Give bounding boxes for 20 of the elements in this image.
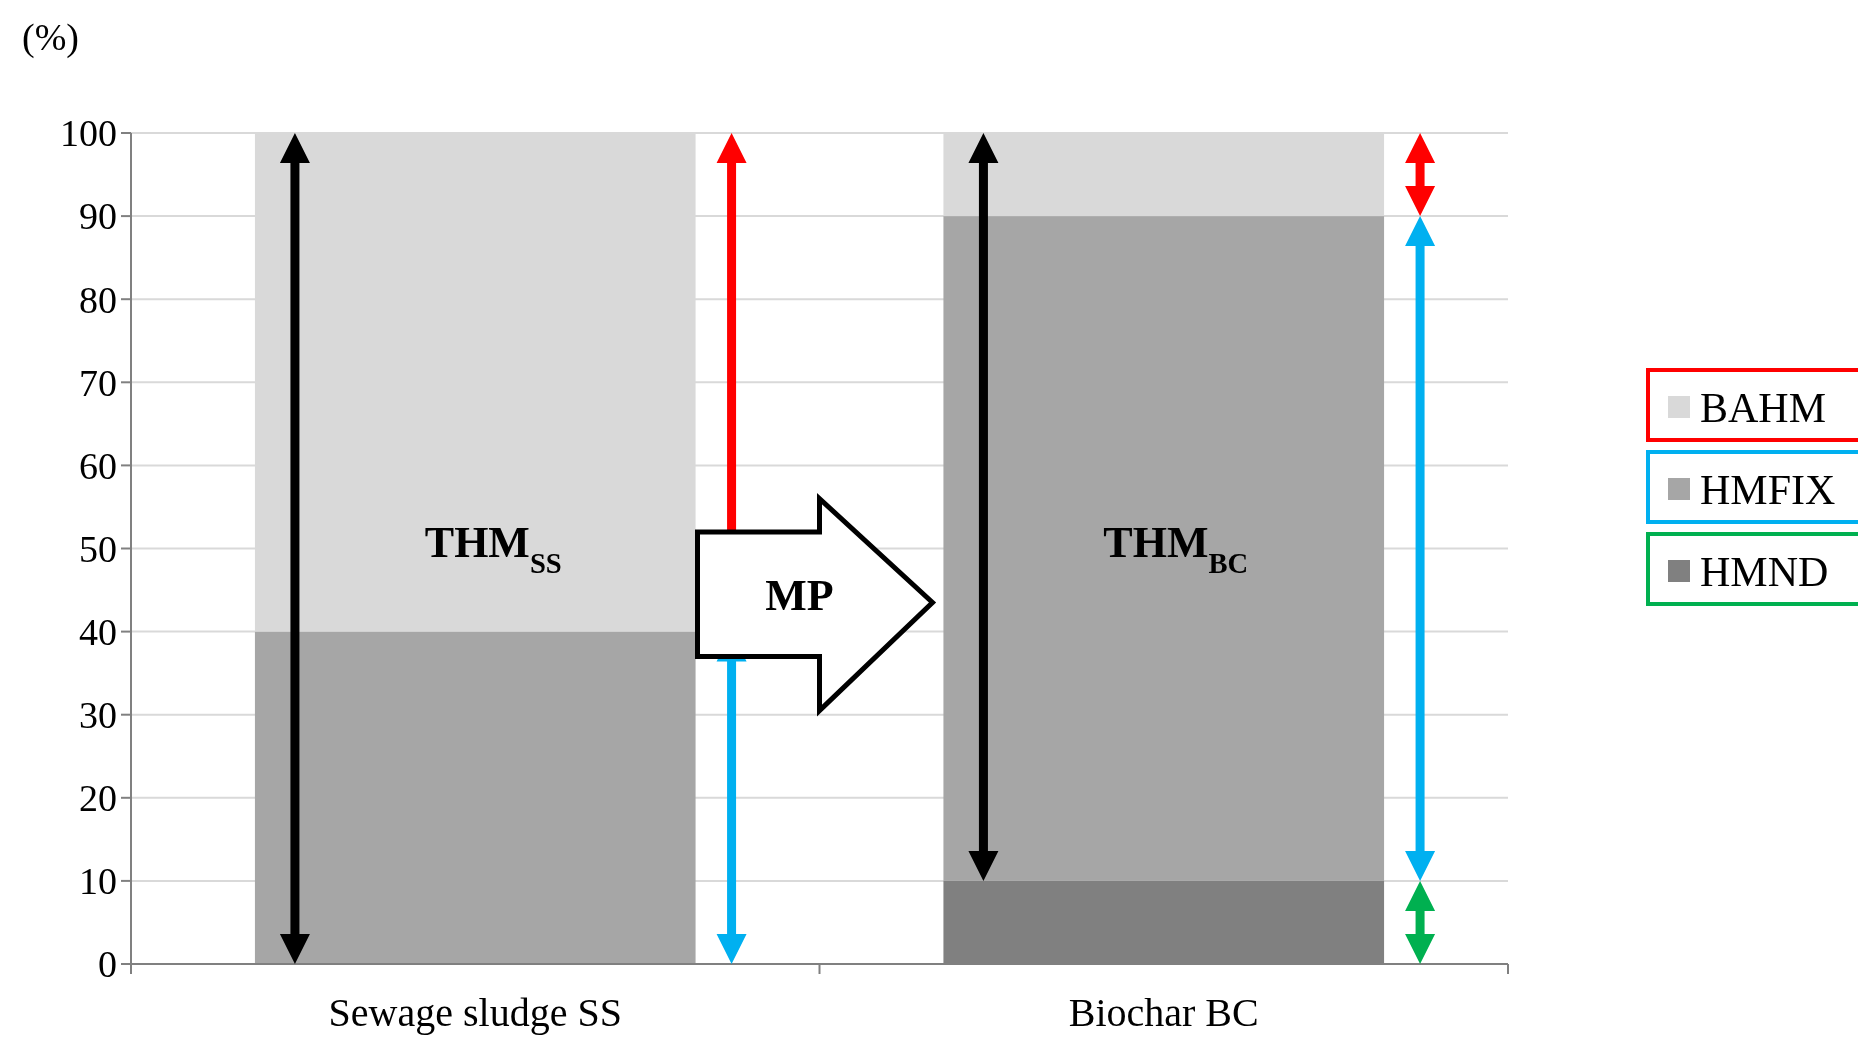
y-tick-label: 60 bbox=[79, 444, 117, 487]
legend-label: BAHM bbox=[1700, 384, 1827, 431]
legend-label: HMND bbox=[1700, 548, 1829, 595]
y-tick-label: 0 bbox=[98, 943, 117, 986]
y-tick-label: 50 bbox=[79, 527, 117, 570]
y-tick-label: 100 bbox=[60, 112, 117, 155]
annotation: MP bbox=[765, 570, 834, 620]
y-tick-label: 30 bbox=[79, 694, 117, 736]
annotation: THM$_{SS}$ bbox=[424, 517, 562, 579]
legend-label: HMFIX bbox=[1700, 466, 1836, 513]
y-tick-label: 80 bbox=[79, 278, 117, 321]
y-tick-label: 20 bbox=[79, 777, 117, 820]
y-tick-label: 70 bbox=[79, 361, 117, 404]
y-tick-label: 90 bbox=[79, 195, 117, 238]
x-tick-label: Biochar BC bbox=[1068, 990, 1259, 1035]
annotation: THM$_{BC}$ bbox=[1103, 517, 1249, 579]
x-tick-label: Sewage sludge SS bbox=[328, 990, 622, 1035]
y-tick-label: 40 bbox=[79, 610, 117, 653]
y-tick-label: 10 bbox=[79, 860, 117, 903]
y-axis-title: (%) bbox=[22, 16, 79, 59]
